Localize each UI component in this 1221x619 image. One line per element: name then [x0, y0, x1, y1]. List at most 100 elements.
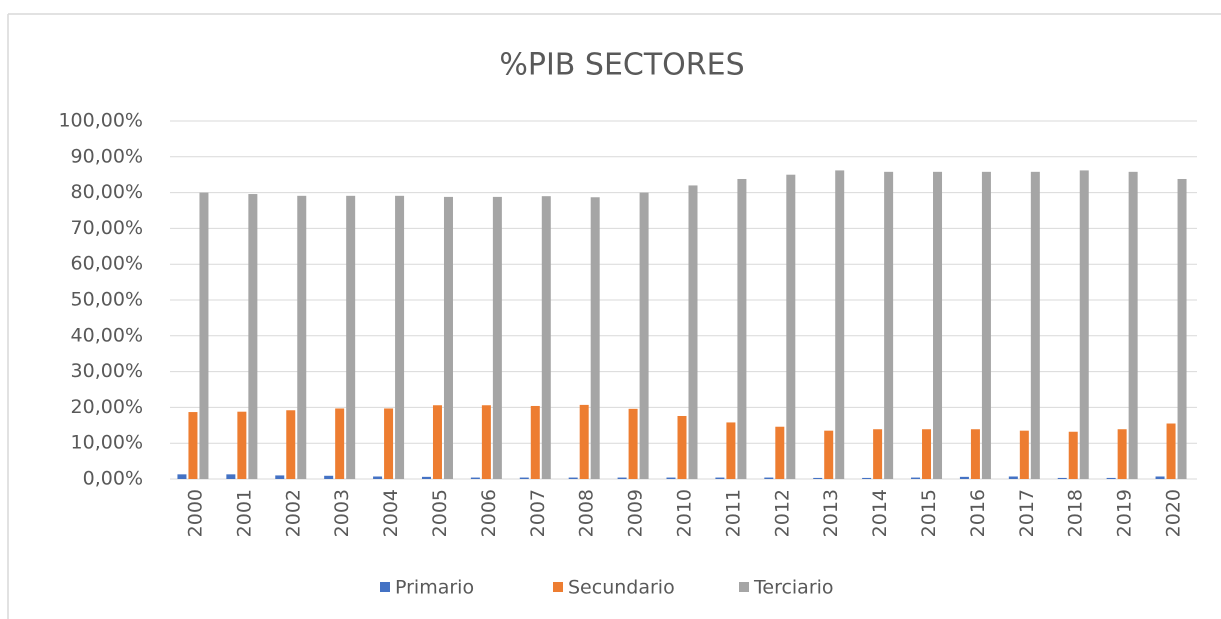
legend-label: Primario — [395, 577, 474, 599]
y-tick-label: 100,00% — [58, 110, 143, 132]
bar — [775, 426, 785, 479]
x-tick-label: 2001 — [233, 489, 255, 537]
bar — [677, 415, 687, 479]
x-tick-label: 2010 — [674, 489, 696, 537]
bar — [275, 475, 285, 479]
y-tick-label: 50,00% — [71, 289, 143, 311]
bar — [1166, 423, 1176, 479]
bar — [297, 195, 307, 479]
bar — [959, 476, 969, 479]
bar — [443, 196, 453, 479]
x-tick-label: 2012 — [771, 489, 793, 537]
bar — [519, 477, 529, 479]
bar — [346, 195, 356, 479]
bar — [286, 410, 296, 479]
y-tick-label: 90,00% — [71, 145, 143, 167]
y-tick-label: 60,00% — [71, 253, 143, 275]
x-tick-label: 2019 — [1114, 489, 1136, 537]
x-tick-label: 2006 — [478, 489, 500, 537]
legend-swatch — [739, 582, 749, 592]
bar — [970, 429, 980, 479]
bar — [373, 476, 383, 479]
x-tick-label: 2003 — [331, 489, 353, 537]
bar — [226, 474, 236, 479]
bar — [715, 477, 725, 479]
bar — [824, 430, 834, 479]
bar — [395, 195, 405, 479]
bar — [862, 477, 872, 479]
bar — [911, 477, 921, 479]
bar — [1057, 477, 1067, 479]
bar — [981, 171, 991, 479]
bar — [1019, 430, 1029, 479]
bar — [177, 474, 187, 479]
bar — [421, 476, 431, 479]
x-tick-label: 2009 — [625, 489, 647, 537]
bar — [764, 477, 774, 479]
bar — [188, 412, 198, 479]
bar — [813, 477, 823, 479]
x-tick-label: 2020 — [1163, 489, 1185, 537]
y-tick-label: 30,00% — [71, 360, 143, 382]
bar — [541, 196, 551, 479]
bar — [1155, 476, 1165, 479]
y-tick-label: 40,00% — [71, 324, 143, 346]
bar — [639, 192, 649, 479]
bar — [933, 171, 943, 479]
bar — [1068, 431, 1078, 479]
x-tick-label: 2018 — [1065, 489, 1087, 537]
bar — [884, 171, 894, 479]
x-tick-label: 2008 — [576, 489, 598, 537]
legend-label: Terciario — [753, 577, 834, 599]
x-tick-label: 2016 — [967, 489, 989, 537]
bar — [324, 475, 334, 479]
bar — [1008, 476, 1018, 479]
x-tick-label: 2005 — [429, 489, 451, 537]
x-tick-label: 2015 — [918, 489, 940, 537]
bar — [1106, 477, 1116, 479]
y-tick-label: 70,00% — [71, 217, 143, 239]
x-tick-label: 2017 — [1016, 489, 1038, 537]
bar — [1030, 171, 1040, 479]
x-tick-label: 2000 — [184, 489, 206, 537]
bar — [617, 477, 627, 479]
bar — [835, 170, 845, 480]
x-tick-label: 2007 — [527, 489, 549, 537]
bar — [384, 408, 394, 479]
bar — [688, 185, 698, 479]
y-tick-label: 20,00% — [71, 396, 143, 418]
bar — [628, 408, 638, 479]
bar — [922, 429, 932, 479]
x-tick-label: 2014 — [869, 489, 891, 537]
bar — [737, 178, 747, 479]
bar — [590, 197, 600, 479]
legend-swatch — [553, 582, 563, 592]
bar — [666, 477, 676, 479]
x-tick-label: 2013 — [820, 489, 842, 537]
y-tick-label: 80,00% — [71, 181, 143, 203]
chart-title: %PIB SECTORES — [499, 48, 744, 83]
y-tick-label: 10,00% — [71, 432, 143, 454]
bar — [568, 477, 578, 479]
bar — [335, 408, 345, 479]
legend-label: Secundario — [568, 577, 675, 599]
bar — [726, 422, 736, 479]
bar — [481, 405, 491, 479]
legend-swatch — [380, 582, 390, 592]
bar — [237, 411, 247, 479]
y-tick-label: 0,00% — [83, 468, 143, 490]
x-tick-label: 2002 — [282, 489, 304, 537]
bar — [530, 405, 540, 479]
bar — [470, 477, 480, 479]
bar — [873, 429, 883, 479]
bar — [1128, 171, 1138, 479]
bar — [492, 196, 502, 479]
bar — [579, 404, 589, 479]
bar — [1177, 178, 1187, 479]
bar — [248, 194, 258, 480]
bar — [199, 192, 209, 479]
bar — [1079, 170, 1089, 480]
bar — [786, 174, 796, 479]
x-tick-label: 2011 — [722, 489, 744, 537]
